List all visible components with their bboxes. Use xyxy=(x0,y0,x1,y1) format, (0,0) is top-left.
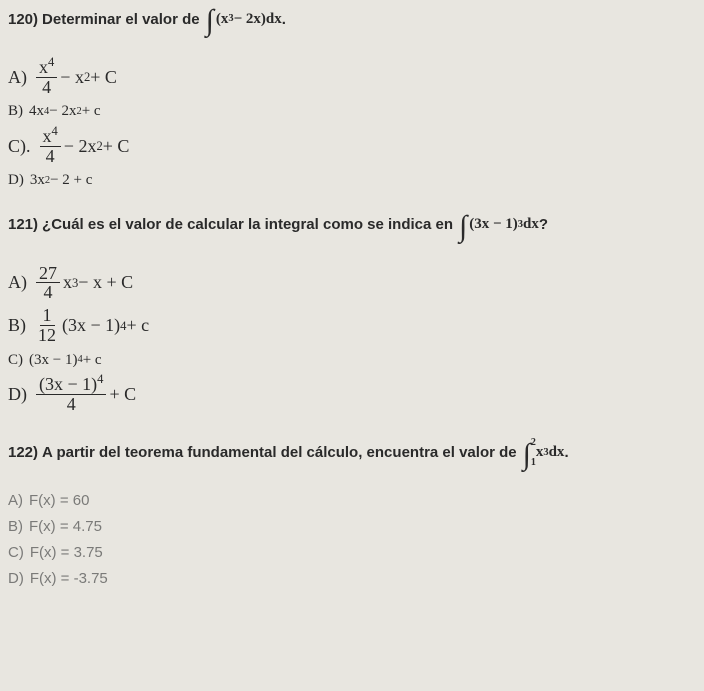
question-122-options: A) F(x) = 60 B) F(x) = 4.75 C) F(x) = 3.… xyxy=(8,490,696,590)
integral-expression: ∫ (3x − 1)3dx xyxy=(457,216,539,234)
option-c: C) F(x) = 3.75 xyxy=(8,542,696,564)
option-a: A) 27 4 x3 − x + C xyxy=(8,264,696,303)
question-number: 121) xyxy=(8,216,38,233)
question-121-options: A) 27 4 x3 − x + C B) 1 12 (3x − 1)4 + c… xyxy=(8,264,696,414)
option-d: D) (3x − 1)4 4 + C xyxy=(8,375,696,414)
fraction: x4 4 xyxy=(36,58,57,97)
option-d: D) 3x2 − 2 + c xyxy=(8,170,696,192)
question-number: 122) xyxy=(8,444,38,461)
option-d: D) F(x) = -3.75 xyxy=(8,568,696,590)
question-121-header: 121) ¿Cuál es el valor de calcular la in… xyxy=(8,216,696,234)
integral-icon: ∫ xyxy=(459,218,467,236)
fraction: 27 4 xyxy=(36,264,60,303)
question-122-header: 122) A partir del teorema fundamental de… xyxy=(8,438,696,468)
option-c: C) (3x − 1)4 + c xyxy=(8,349,696,371)
option-b: B) F(x) = 4.75 xyxy=(8,516,696,538)
question-prompt: A partir del teorema fundamental del cál… xyxy=(42,444,517,461)
option-b: B) 1 12 (3x − 1)4 + c xyxy=(8,306,696,345)
integral-expression: ∫ (x3 − 2x)dx xyxy=(204,10,282,28)
question-prompt: Determinar el valor de xyxy=(42,11,200,28)
integral-expression: ∫ 2 1 x3dx xyxy=(521,438,565,468)
option-a: A) x4 4 − x2 + C xyxy=(8,58,696,97)
question-120-options: A) x4 4 − x2 + C B) 4x4 − 2x2 + c C). x4… xyxy=(8,58,696,192)
option-a: A) F(x) = 60 xyxy=(8,490,696,512)
fraction: (3x − 1)4 4 xyxy=(36,375,106,414)
integral-icon: ∫ xyxy=(523,446,531,464)
option-c: C). x4 4 − 2x2 + C xyxy=(8,127,696,166)
question-number: 120) xyxy=(8,11,38,28)
integral-icon: ∫ xyxy=(206,12,214,30)
fraction: x4 4 xyxy=(40,127,61,166)
question-prompt: ¿Cuál es el valor de calcular la integra… xyxy=(42,216,453,233)
option-b: B) 4x4 − 2x2 + c xyxy=(8,101,696,123)
question-120-header: 120) Determinar el valor de ∫ (x3 − 2x)d… xyxy=(8,10,696,28)
fraction: 1 12 xyxy=(35,306,59,345)
